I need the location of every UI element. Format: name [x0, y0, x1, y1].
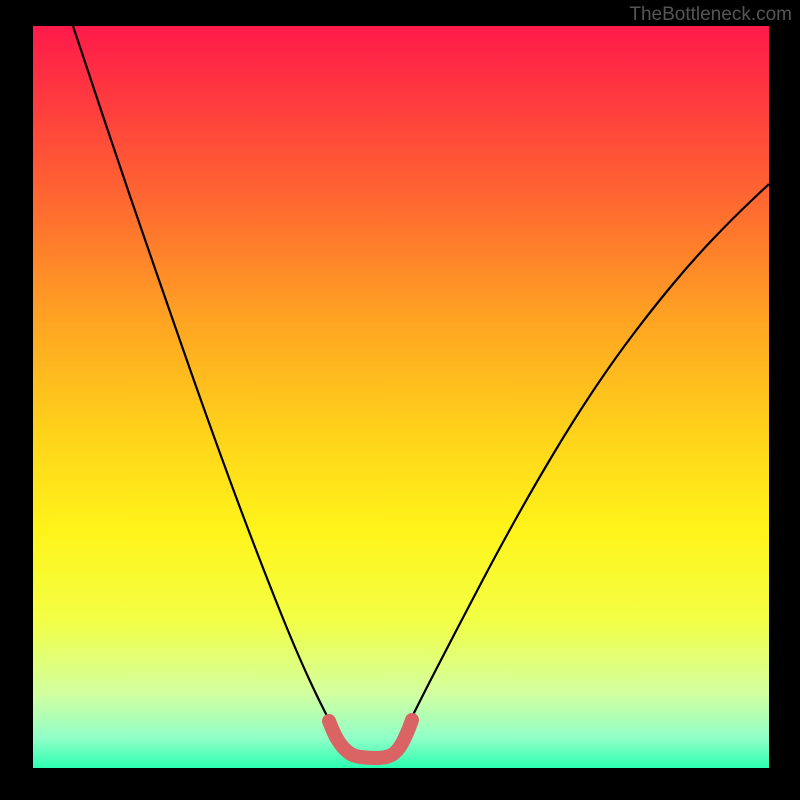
chart-curves [33, 26, 769, 768]
curve-left [73, 26, 332, 726]
bottom-stub [329, 720, 412, 758]
watermark-text: TheBottleneck.com [629, 4, 792, 26]
curve-right [407, 184, 769, 726]
plot-area [33, 26, 769, 768]
